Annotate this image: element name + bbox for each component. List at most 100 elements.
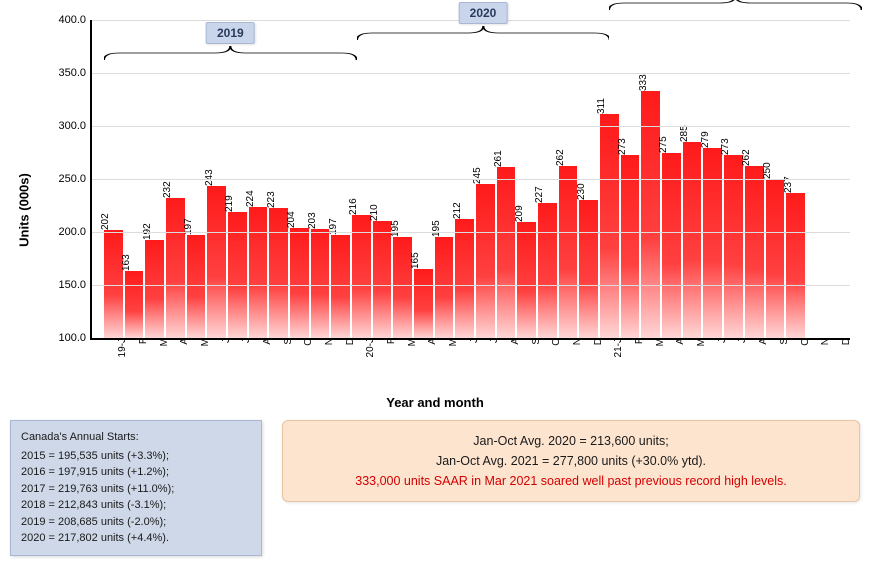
plot-area: 20219-J163F192M232A197M243J219J224A223S2… [90, 20, 850, 340]
bar: 227 [538, 203, 557, 338]
x-tick-label: M [444, 338, 459, 346]
x-tick-label: 19-J [113, 338, 128, 357]
bar-value-label: 195 [431, 221, 444, 238]
x-tick-label: F [134, 338, 149, 344]
bar-value-label: 273 [720, 138, 733, 155]
x-tick-label: D [589, 338, 604, 345]
x-tick-label: A [258, 338, 273, 345]
x-tick-label: M [196, 338, 211, 346]
annual-starts-title: Canada's Annual Starts: [21, 429, 251, 446]
x-tick-label: O [547, 338, 562, 346]
bar: 163 [125, 271, 144, 338]
y-tick-label: 400.0 [58, 14, 92, 26]
x-tick-label: D [341, 338, 356, 345]
x-tick-label: S [775, 338, 790, 345]
bar-value-label: 202 [100, 213, 113, 230]
bar: 262 [745, 166, 764, 338]
bar: 311 [600, 114, 619, 338]
bar-value-label: 219 [224, 195, 237, 212]
x-tick-label: S [527, 338, 542, 345]
x-tick-label: A [754, 338, 769, 345]
x-tick-label: O [796, 338, 811, 346]
x-tick-label: M [692, 338, 707, 346]
annual-start-line: 2020 = 217,802 units (+4.4%). [21, 530, 251, 547]
x-tick-label: J [733, 338, 748, 343]
x-tick-label: M [651, 338, 666, 346]
x-tick-label: A [506, 338, 521, 345]
bar: 212 [455, 219, 474, 338]
bar-value-label: 212 [452, 203, 465, 220]
grid-line [92, 73, 850, 74]
x-axis-title: Year and month [386, 395, 484, 410]
bar-value-label: 216 [348, 198, 361, 215]
bar: 279 [703, 148, 722, 338]
y-tick-label: 150.0 [58, 279, 92, 291]
note-line-1: Jan-Oct Avg. 2020 = 213,600 units; [301, 431, 841, 451]
bar: 230 [579, 200, 598, 338]
bar-value-label: 311 [596, 98, 609, 114]
grid-line [92, 126, 850, 127]
bar: 232 [166, 198, 185, 338]
bar: 209 [517, 222, 536, 338]
x-tick-label: A [175, 338, 190, 345]
annual-start-line: 2016 = 197,915 units (+1.2%); [21, 464, 251, 481]
bar-value-label: 195 [390, 221, 403, 238]
y-tick-label: 300.0 [58, 120, 92, 132]
x-tick-label: N [320, 338, 335, 345]
grid-line [92, 232, 850, 233]
annual-start-line: 2017 = 219,763 units (+11.0%); [21, 481, 251, 498]
x-tick-label: J [217, 338, 232, 343]
x-tick-label: F [630, 338, 645, 344]
bar: 333 [641, 91, 660, 338]
bar: 192 [145, 240, 164, 338]
bar-value-label: 223 [266, 191, 279, 208]
x-tick-label: F [382, 338, 397, 344]
bar: 224 [249, 207, 268, 338]
bar: 165 [414, 269, 433, 338]
x-tick-label: N [568, 338, 583, 345]
bar: 273 [621, 155, 640, 338]
x-tick-label: N [816, 338, 831, 345]
bar: 250 [766, 179, 785, 338]
bar: 273 [724, 155, 743, 338]
x-tick-label: 21-J [609, 338, 624, 357]
bar-value-label: 279 [700, 132, 713, 149]
bar: 210 [373, 221, 392, 338]
grid-line [92, 285, 850, 286]
bar: 219 [228, 212, 247, 338]
x-tick-label: D [837, 338, 852, 345]
x-tick-label: A [423, 338, 438, 345]
bar-value-label: 273 [617, 138, 630, 155]
x-tick-label: A [671, 338, 686, 345]
x-tick-label: J [237, 338, 252, 343]
bar-value-label: 333 [638, 74, 651, 91]
bar-value-label: 262 [555, 150, 568, 167]
bar: 197 [187, 235, 206, 338]
note-line-2: Jan-Oct Avg. 2021 = 277,800 units (+30.0… [301, 451, 841, 471]
annual-start-line: 2018 = 212,843 units (-3.1%); [21, 497, 251, 514]
annual-start-line: 2019 = 208,685 units (-2.0%); [21, 514, 251, 531]
bar-value-label: 227 [534, 187, 547, 204]
x-tick-label: 20-J [361, 338, 376, 357]
y-tick-label: 350.0 [58, 67, 92, 79]
y-axis-title: Units (000s) [17, 173, 32, 247]
note-line-highlight: 333,000 units SAAR in Mar 2021 soared we… [301, 471, 841, 491]
chart-container: Units (000s) 20219-J163F192M232A197M243J… [10, 10, 860, 410]
x-tick-label: S [279, 338, 294, 345]
bar: 237 [786, 193, 805, 338]
year-badge: 2019 [206, 22, 255, 44]
bar: 285 [683, 142, 702, 338]
bar-value-label: 163 [121, 255, 134, 272]
x-tick-label: J [485, 338, 500, 343]
bar: 275 [662, 153, 681, 339]
summary-note-box: Jan-Oct Avg. 2020 = 213,600 units; Jan-O… [282, 420, 860, 502]
x-tick-label: M [155, 338, 170, 346]
bar: 203 [311, 229, 330, 338]
y-tick-label: 250.0 [58, 173, 92, 185]
bar-value-label: 285 [679, 125, 692, 142]
bar-value-label: 275 [658, 136, 671, 153]
x-tick-label: O [299, 338, 314, 346]
bar-value-label: 230 [576, 184, 589, 201]
bar-value-label: 204 [286, 211, 299, 228]
bar-value-label: 245 [472, 168, 485, 185]
